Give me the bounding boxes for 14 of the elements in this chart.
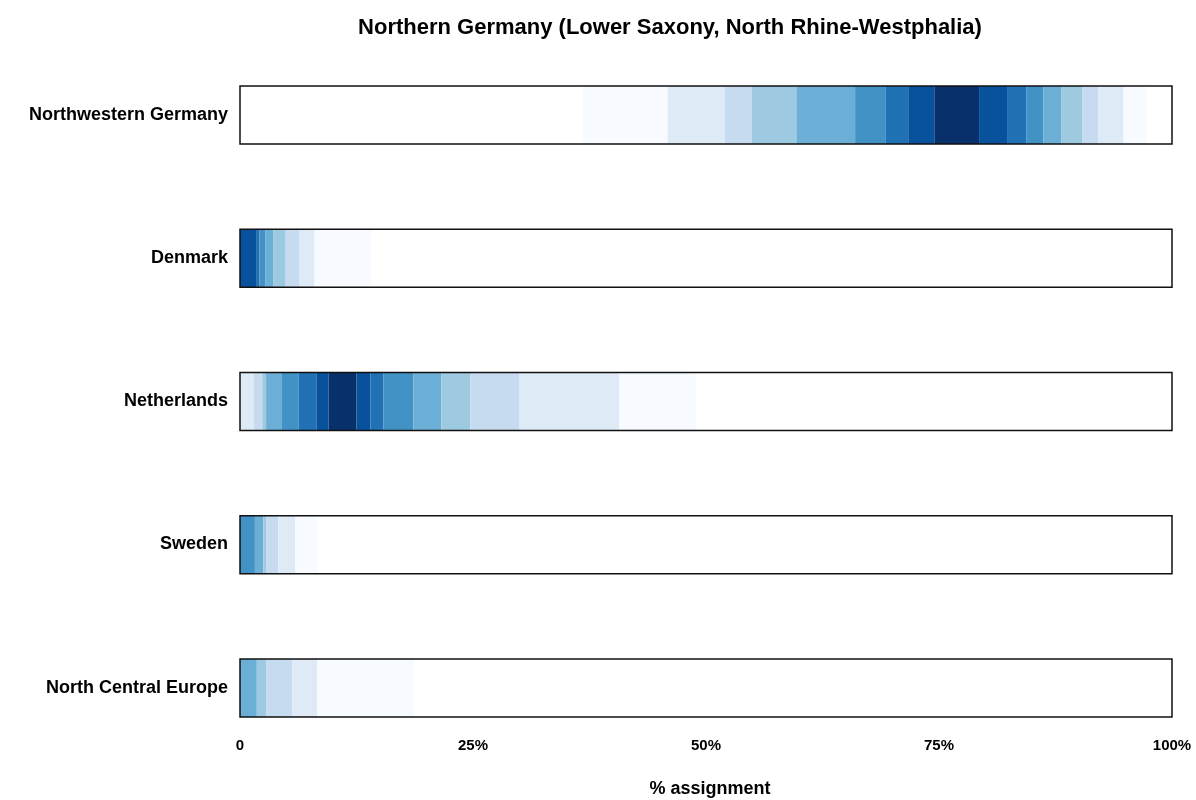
y-tick-label: Sweden xyxy=(159,533,228,554)
x-tick-label: 75% xyxy=(923,735,955,753)
y-tick-label: Denmark xyxy=(150,247,229,267)
x-tick-label: 25% xyxy=(457,735,489,753)
bar xyxy=(266,372,282,431)
x-tick-label: 0 xyxy=(235,735,245,753)
x-tick-label: 50% xyxy=(690,735,722,753)
x-axis-title: % assignment xyxy=(649,777,771,798)
y-tick-label: North Central Europe xyxy=(45,676,228,697)
y-tick-label: Netherlands xyxy=(123,390,228,411)
chart-title: Northern Germany (Lower Saxony, North Rhine-Westphalia) xyxy=(358,13,982,39)
y-tick-label: Northwestern Germany xyxy=(28,103,228,124)
bar xyxy=(265,229,274,288)
x-tick-label: 100% xyxy=(1152,735,1192,753)
